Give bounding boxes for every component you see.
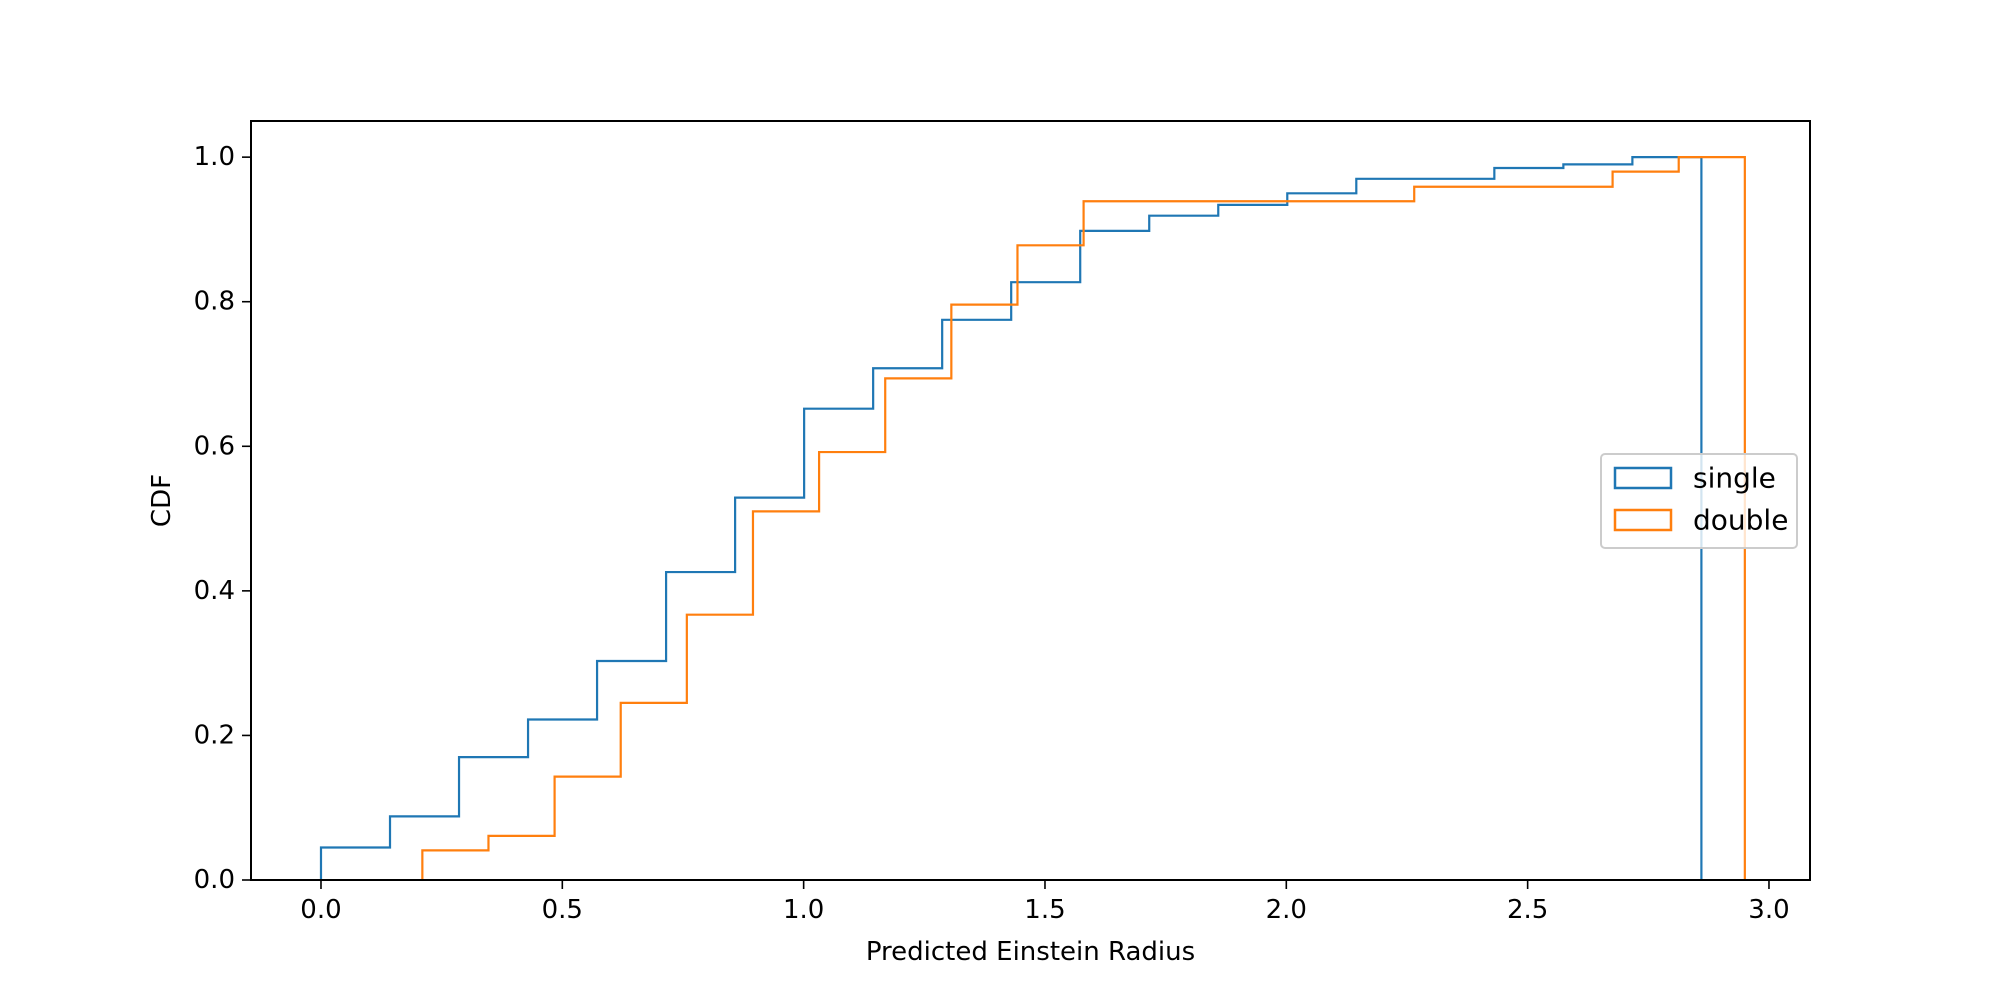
x-tick-label: 2.0 — [1266, 895, 1307, 925]
legend: single double — [1600, 453, 1798, 549]
x-tick-label: 1.5 — [1024, 895, 1065, 925]
legend-box — [1600, 453, 1798, 549]
y-tick-label: 1.0 — [194, 142, 235, 172]
y-tick-label: 0.4 — [194, 576, 235, 606]
series-layer — [319, 156, 1746, 880]
x-axis-label: Predicted Einstein Radius — [866, 937, 1195, 967]
x-tick-label: 1.0 — [783, 895, 824, 925]
y-tick-label: 0.0 — [194, 865, 235, 895]
legend-swatch-double — [1613, 508, 1673, 532]
x-tick-label: 3.0 — [1748, 895, 1789, 925]
series-single-step-line — [319, 156, 1703, 880]
legend-label-single: single — [1693, 462, 1776, 495]
series-double-step-line — [421, 156, 1746, 880]
x-tick-label: 2.5 — [1507, 895, 1548, 925]
legend-swatch-single — [1613, 466, 1673, 490]
plot-area-frame — [250, 120, 1811, 881]
x-tick-label: 0.0 — [300, 895, 341, 925]
y-tick-label: 0.8 — [194, 287, 235, 317]
y-axis-label: CDF — [147, 474, 177, 527]
legend-label-double: double — [1693, 504, 1788, 537]
y-axis-ticks: 0.0 0.2 0.4 0.6 0.8 1.0 — [194, 142, 251, 895]
y-tick-label: 0.6 — [194, 431, 235, 461]
y-tick-label: 0.2 — [194, 720, 235, 750]
x-axis-ticks: 0.0 0.5 1.0 1.5 2.0 2.5 3.0 — [300, 880, 1790, 925]
x-tick-label: 0.5 — [542, 895, 583, 925]
